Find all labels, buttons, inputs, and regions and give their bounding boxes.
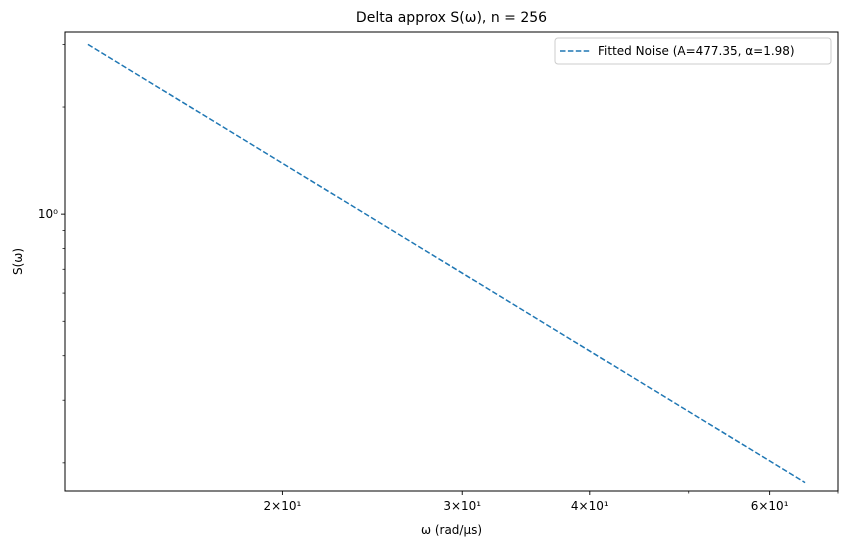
legend-label: Fitted Noise (A=477.35, α=1.98)	[598, 44, 795, 58]
x-tick-label: 2×10¹	[264, 499, 302, 513]
y-axis-label: S(ω)	[11, 248, 25, 275]
legend-box	[554, 37, 832, 65]
x-axis-label: ω (rad/μs)	[421, 523, 482, 537]
y-tick-label: 10⁰	[38, 207, 58, 221]
x-tick-label: 4×10¹	[571, 499, 609, 513]
x-tick-label: 3×10¹	[443, 499, 481, 513]
marks-layer: 2×10¹ 3×10¹ 4×10¹ 6×10¹ 10⁰	[38, 43, 839, 513]
legend: Fitted Noise (A=477.35, α=1.98)	[554, 37, 832, 65]
plot-area	[64, 31, 839, 492]
series-line	[87, 43, 806, 484]
chart-title: Delta approx S(ω), n = 256	[356, 10, 547, 26]
x-tick-label: 6×10¹	[751, 499, 789, 513]
